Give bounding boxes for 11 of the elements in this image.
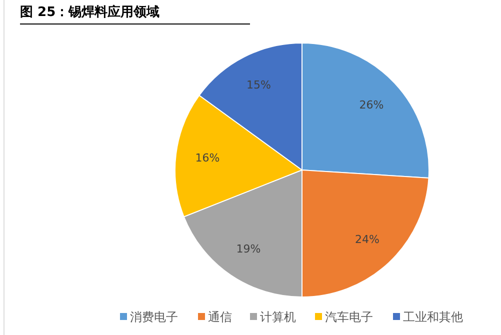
chart-title: 图 25：锡焊料应用领域	[20, 4, 160, 20]
data-label: 19%	[236, 242, 261, 256]
legend-label: 通信	[208, 310, 232, 324]
data-label: 26%	[359, 98, 384, 112]
legend-label: 汽车电子	[325, 310, 373, 324]
data-label: 16%	[195, 152, 220, 165]
legend-label: 工业和其他	[403, 310, 463, 324]
data-label: 24%	[354, 232, 380, 246]
legend-label: 消费电子	[130, 310, 178, 324]
legend-label: 计算机	[260, 310, 296, 324]
data-label: 15%	[246, 78, 271, 92]
